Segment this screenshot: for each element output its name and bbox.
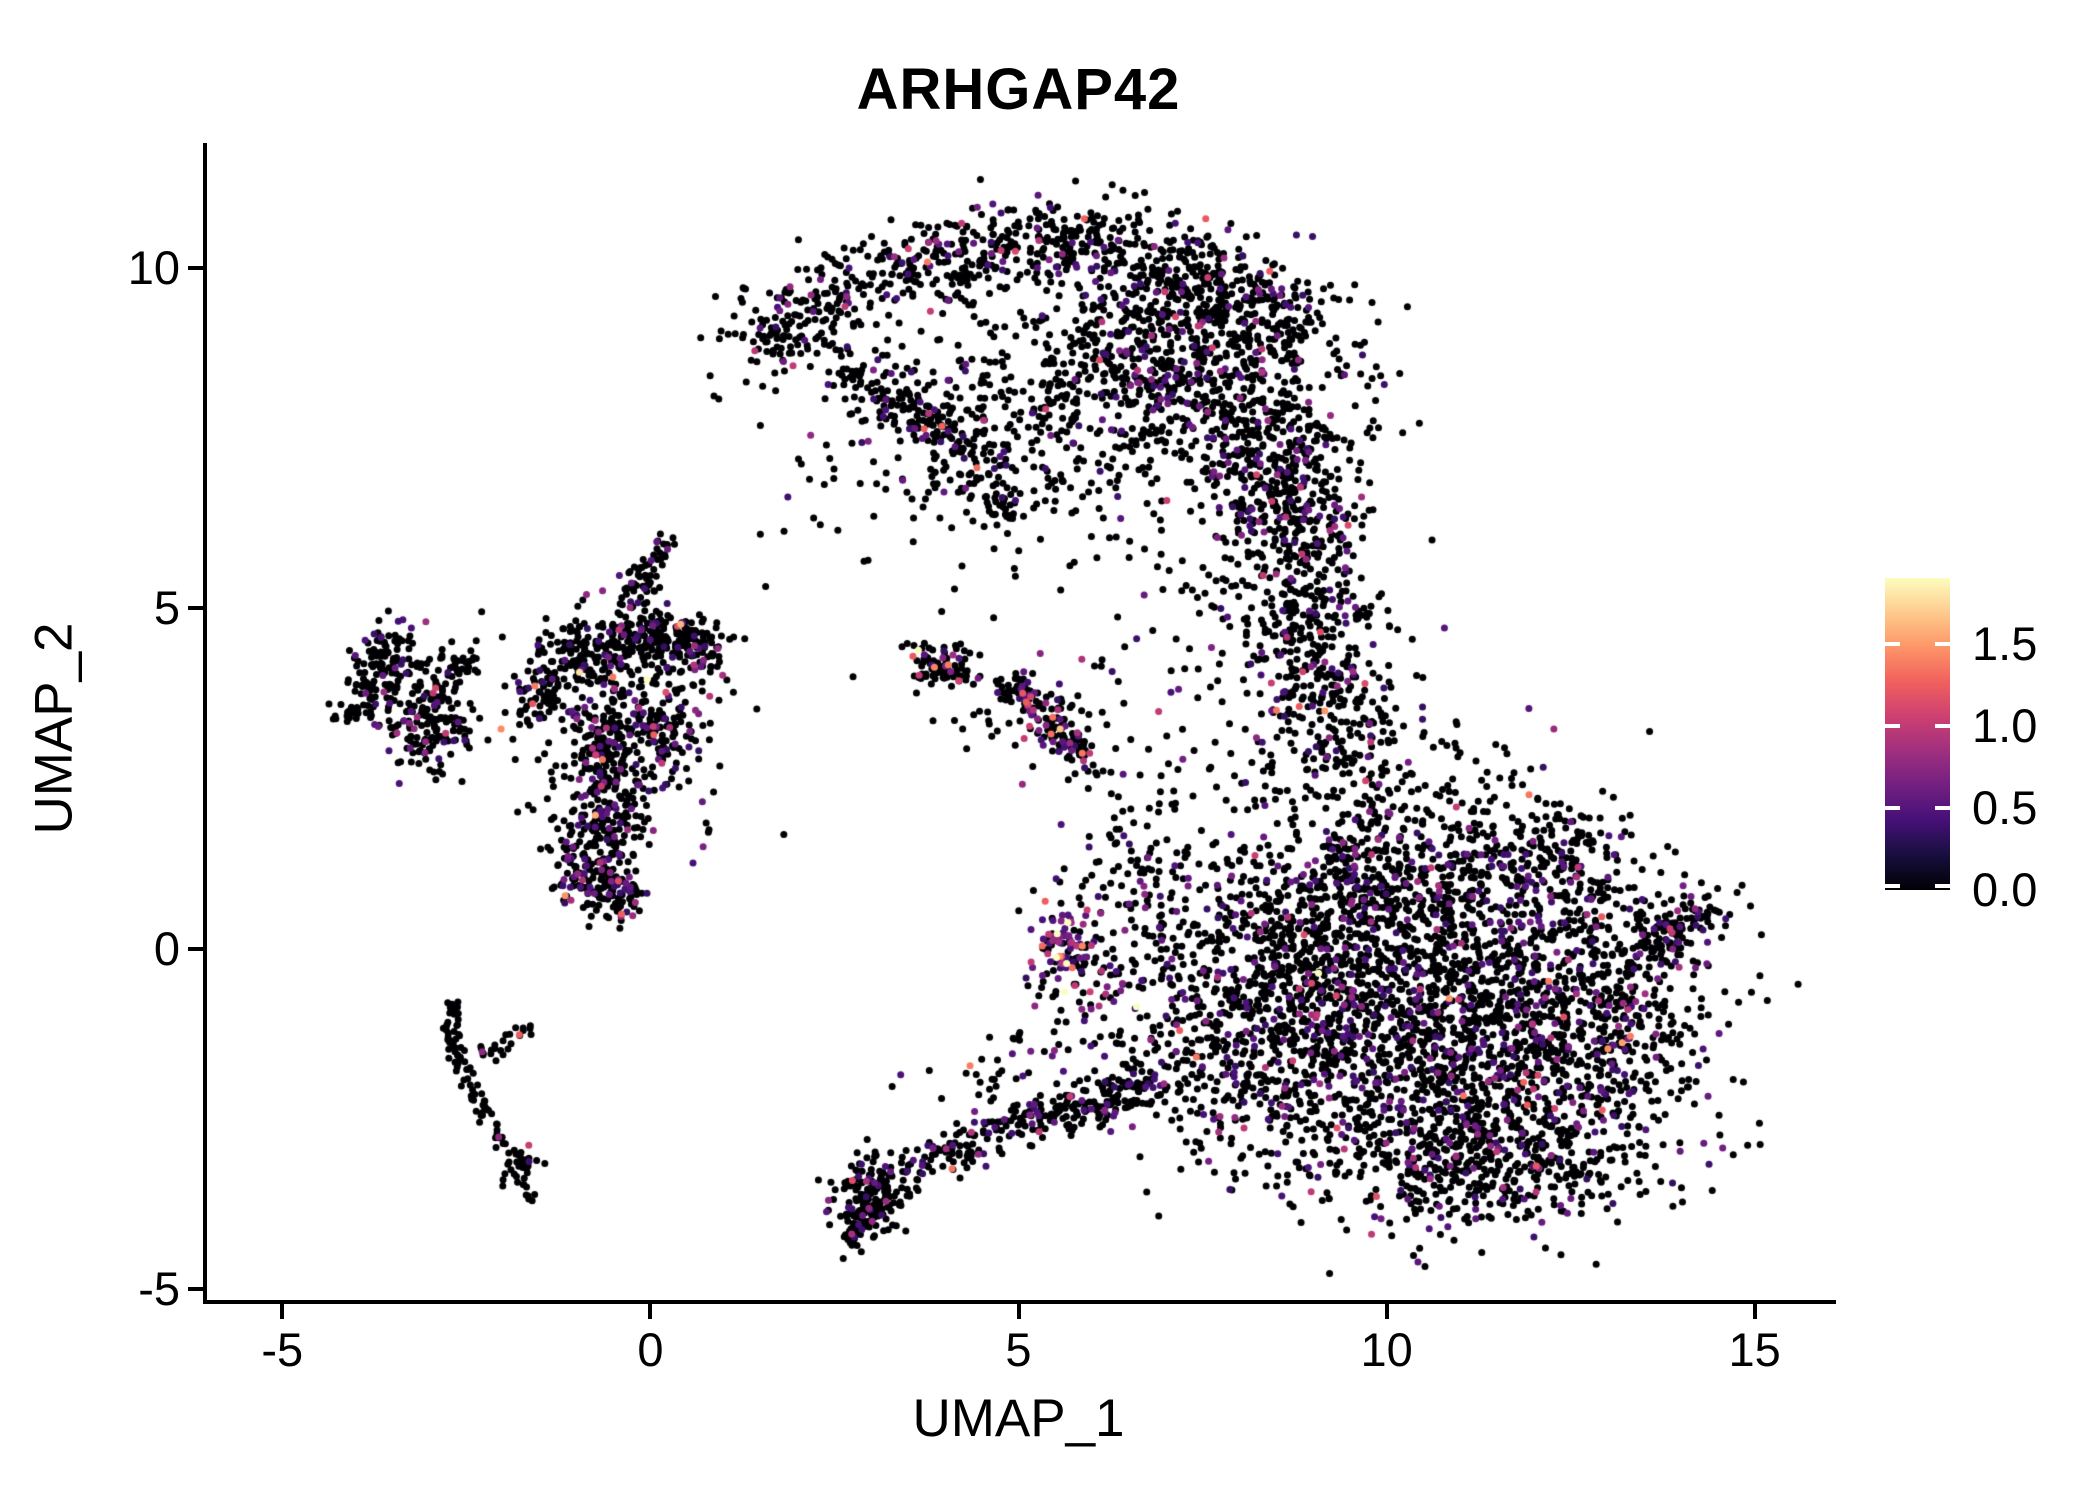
x-tick-mark xyxy=(1016,1304,1021,1319)
x-tick-mark xyxy=(1384,1304,1389,1319)
x-tick-mark xyxy=(1752,1304,1757,1319)
y-tick-label: -5 xyxy=(138,1262,180,1316)
x-axis-label: UMAP_1 xyxy=(912,1389,1125,1448)
colorbar-tick-label: 0.5 xyxy=(1972,780,2038,834)
colorbar-tick-label: 0.0 xyxy=(1972,863,2038,916)
colorbar-tick-mark xyxy=(1885,884,1900,888)
colorbar-tick-mark xyxy=(1885,723,1900,728)
x-tick-label: 5 xyxy=(1005,1323,1032,1376)
colorbar-gradient xyxy=(1885,578,1950,890)
y-tick-label: 0 xyxy=(153,921,180,975)
x-tick-label: -5 xyxy=(261,1323,304,1376)
colorbar-tick-mark xyxy=(1935,805,1950,810)
x-tick-label: 0 xyxy=(637,1323,664,1376)
colorbar-tick-label: 1.5 xyxy=(1972,616,2038,670)
x-axis-line xyxy=(203,1300,1836,1304)
y-tick-mark xyxy=(188,1287,203,1292)
x-tick-label: 15 xyxy=(1728,1323,1781,1376)
y-tick-label: 5 xyxy=(153,581,180,635)
x-tick-mark xyxy=(648,1304,653,1319)
colorbar-tick-mark xyxy=(1885,641,1900,646)
y-axis-line xyxy=(203,143,207,1304)
colorbar-tick-mark xyxy=(1935,723,1950,728)
x-tick-mark xyxy=(280,1304,285,1319)
colorbar-tick-mark xyxy=(1935,641,1950,646)
y-axis-label: UMAP_2 xyxy=(24,622,84,835)
colorbar-tick-mark xyxy=(1935,884,1950,888)
x-tick-label: 10 xyxy=(1360,1323,1413,1376)
y-tick-mark xyxy=(188,606,203,611)
colorbar-tick-mark xyxy=(1885,805,1900,810)
colorbar-tick-label: 1.0 xyxy=(1972,698,2038,752)
y-tick-label: 10 xyxy=(127,240,180,294)
y-tick-mark xyxy=(188,946,203,951)
y-tick-mark xyxy=(188,265,203,270)
